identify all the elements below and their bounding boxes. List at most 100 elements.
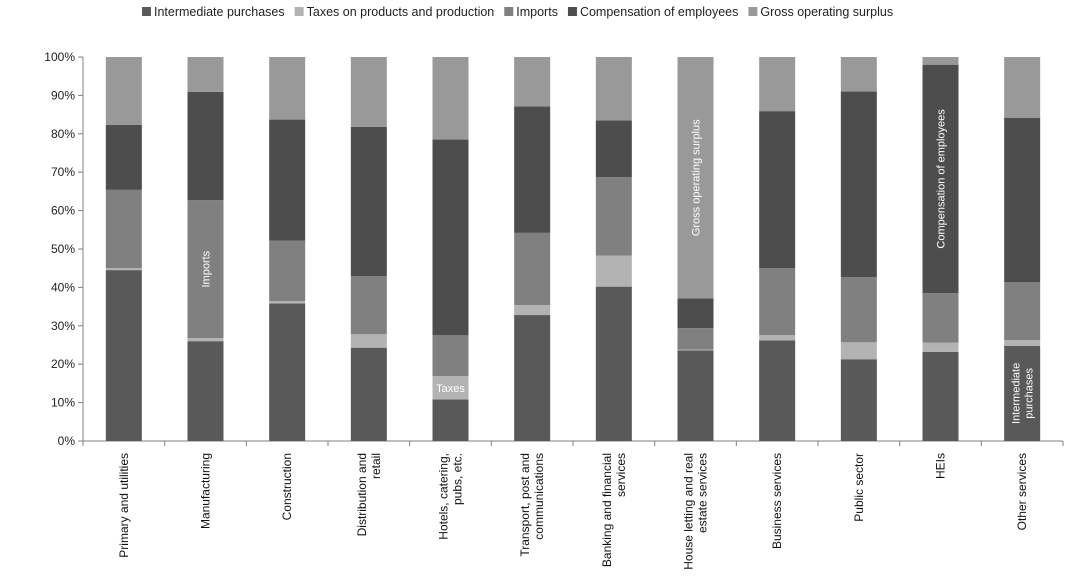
bar-segment (350, 126, 387, 277)
y-tick-label: 20% (51, 357, 75, 371)
bar-segment (514, 57, 551, 107)
bar-annotation: Taxes (436, 383, 465, 395)
bar-stack (1004, 57, 1041, 441)
bar-stack (677, 57, 714, 441)
legend-label: Intermediate purchases (154, 5, 285, 19)
legend-item: Imports (504, 5, 558, 19)
category-label: House letting and realestate services (682, 453, 710, 570)
bar-stack (840, 57, 877, 441)
y-tick-label: 0% (58, 434, 76, 448)
bar-stack (759, 57, 796, 441)
annotations: Imports Taxes Gross operating surplus Compe… (201, 109, 1036, 424)
bar-segment (595, 255, 632, 287)
bar-segment (350, 334, 387, 348)
bar-segment (759, 57, 796, 112)
bar-segment (187, 341, 224, 441)
bar-annotation: Gross operating surplus (691, 119, 703, 236)
category-label: Construction (280, 453, 294, 520)
bar-stack (432, 57, 469, 441)
legend-label: Imports (516, 5, 558, 19)
category-label: Manufacturing (199, 453, 213, 529)
bar-segment (514, 305, 551, 316)
y-tick-label: 90% (51, 88, 75, 102)
bar-stack (595, 57, 632, 441)
y-tick-label: 70% (51, 165, 75, 179)
legend: Intermediate purchases Taxes on products … (142, 5, 893, 19)
bar-segment (432, 57, 469, 140)
bar-segment (269, 57, 306, 120)
bar-segment (105, 268, 142, 271)
bar-segment (514, 232, 551, 306)
bar-segment (432, 335, 469, 377)
legend-item: Gross operating surplus (748, 5, 893, 19)
bar-segment (677, 349, 714, 351)
bar-segment (1004, 345, 1041, 441)
bar-segment (759, 335, 796, 341)
legend-swatch (504, 7, 514, 16)
category-labels: Primary and utilities Manufacturing Constr… (117, 453, 1029, 570)
legend-label: Taxes on products and production (307, 5, 495, 19)
bar-segment (269, 301, 306, 304)
bar-segment (432, 376, 469, 400)
bar-segment (840, 57, 877, 92)
bar-segment (187, 57, 224, 92)
bar-annotation: Imports (201, 250, 213, 287)
bar-segment (595, 57, 632, 121)
bar-segment (105, 270, 142, 441)
bar-segment (840, 342, 877, 360)
bar-segment (677, 328, 714, 350)
bar-segment (595, 177, 632, 256)
bar-segment (350, 276, 387, 335)
legend-swatch (748, 7, 758, 16)
bar-stack (922, 57, 959, 441)
bar-segment (677, 350, 714, 441)
bar-segment (922, 57, 959, 65)
bar-segment (922, 342, 959, 352)
bar-stack (105, 57, 142, 441)
bar-segment (922, 351, 959, 441)
bar-segment (432, 399, 469, 441)
legend-item: Intermediate purchases (142, 5, 285, 19)
y-tick-label: 100% (44, 50, 75, 64)
bar-annotation: Intermediatepurchases (1011, 363, 1036, 424)
bar-segment (105, 124, 142, 190)
bar-segment (1004, 57, 1041, 118)
bar-segment (840, 91, 877, 278)
legend-label: Compensation of employees (580, 5, 738, 19)
bar-segment (840, 277, 877, 343)
bar-annotation: Compensation of employees (936, 109, 948, 249)
axes: 0% 10% 20% 30% 40% 50% 60% 70% 80% 90% 100% (44, 50, 1064, 448)
bar-segment (677, 57, 714, 299)
y-tick-label: 30% (51, 319, 75, 333)
y-tick-label: 80% (51, 127, 75, 141)
bar-segment (677, 298, 714, 329)
y-tick-label: 60% (51, 204, 75, 218)
bar-segment (514, 315, 551, 441)
legend-item: Compensation of employees (567, 5, 738, 19)
category-label: Other services (1015, 453, 1029, 530)
bar-segment (759, 268, 796, 336)
legend-item: Taxes on products and production (294, 5, 495, 19)
bar-segment (595, 286, 632, 441)
bar-segment (269, 240, 306, 302)
bar-segment (595, 120, 632, 178)
bar-stack (269, 57, 306, 441)
bar-segment (269, 119, 306, 241)
bar-stack (187, 57, 224, 441)
category-label: Transport, post andcommunications (518, 453, 546, 557)
bar-segment (840, 359, 877, 441)
category-label: Distribution andretail (355, 453, 383, 536)
bar-segment (432, 139, 469, 336)
category-label: Banking and financialservices (600, 453, 628, 567)
bar-segment (759, 340, 796, 441)
bars (105, 57, 1041, 441)
bar-segment (759, 111, 796, 269)
category-label: HEIs (934, 453, 948, 479)
bar-segment (350, 347, 387, 441)
bar-segment (350, 57, 387, 127)
category-label: Hotels, catering,pubs, etc. (437, 453, 465, 540)
legend-swatch (567, 7, 577, 16)
bar-segment (922, 293, 959, 343)
bar-segment (1004, 282, 1041, 341)
